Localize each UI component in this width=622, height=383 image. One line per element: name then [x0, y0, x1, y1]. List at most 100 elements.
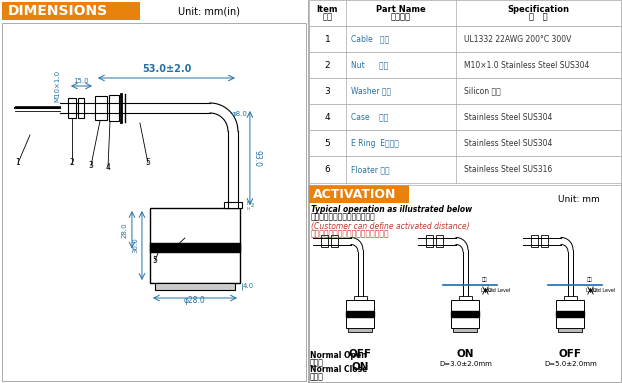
Text: Cable   电线: Cable 电线: [351, 34, 389, 44]
Text: 6: 6: [325, 165, 330, 174]
Text: 项目: 项目: [322, 13, 332, 21]
Text: 5: 5: [152, 256, 157, 265]
Text: Unit: mm: Unit: mm: [558, 195, 600, 203]
Text: Stainless Steel SUS304: Stainless Steel SUS304: [464, 139, 552, 147]
Bar: [348, 328, 373, 332]
Text: ON: ON: [351, 362, 369, 372]
Text: 3: 3: [88, 161, 93, 170]
Text: D=3.0±2.0mm: D=3.0±2.0mm: [439, 361, 492, 367]
Bar: [309, 0, 621, 26]
Text: Nut      螺母: Nut 螺母: [351, 61, 388, 69]
Text: ACTIVATION: ACTIVATION: [313, 188, 396, 200]
Text: Liquid Level: Liquid Level: [587, 288, 616, 293]
Text: Item: Item: [317, 5, 338, 15]
Text: 液面: 液面: [481, 277, 487, 282]
Bar: [95, 96, 107, 120]
Text: 53.0±2.0: 53.0±2.0: [142, 64, 191, 74]
Text: OFF: OFF: [559, 349, 582, 359]
Text: Liquid Level: Liquid Level: [481, 288, 511, 293]
Text: 4: 4: [106, 163, 110, 172]
Text: Part Name: Part Name: [376, 5, 426, 15]
Bar: [309, 156, 621, 183]
Text: 常开型: 常开型: [310, 358, 324, 368]
Bar: [531, 235, 538, 247]
Text: 4.0: 4.0: [243, 283, 254, 290]
Bar: [559, 328, 582, 332]
Bar: [109, 95, 119, 121]
Text: 6: 6: [170, 244, 175, 253]
Bar: [452, 300, 480, 328]
Bar: [68, 98, 76, 118]
Text: φ28.0: φ28.0: [184, 296, 206, 305]
Text: M10×1.0: M10×1.0: [54, 70, 60, 102]
Text: 2: 2: [325, 61, 330, 69]
Bar: [453, 328, 478, 332]
Bar: [309, 185, 409, 203]
Text: Normal Close: Normal Close: [310, 365, 367, 373]
Text: UL1332 22AWG 200°C 300V: UL1332 22AWG 200°C 300V: [464, 34, 572, 44]
Text: （可以根据客户的要求定制动作距离）: （可以根据客户的要求定制动作距离）: [311, 229, 389, 239]
Text: 标准产品的动作距离如下图所示: 标准产品的动作距离如下图所示: [311, 213, 376, 221]
Text: DIMENSIONS: DIMENSIONS: [8, 4, 108, 18]
Text: Specification: Specification: [508, 5, 570, 15]
Bar: [426, 235, 433, 247]
Text: Stainless Steel SUS304: Stainless Steel SUS304: [464, 113, 552, 121]
Bar: [346, 300, 374, 328]
Text: 4: 4: [325, 113, 330, 121]
Text: ON: ON: [457, 349, 474, 359]
Bar: [436, 235, 443, 247]
Bar: [78, 98, 84, 118]
Text: Unit: mm(in): Unit: mm(in): [178, 6, 240, 16]
Text: 2: 2: [70, 158, 75, 167]
Text: 28.0: 28.0: [122, 222, 128, 237]
Text: D=5.0±2.0mm: D=5.0±2.0mm: [544, 361, 597, 367]
Bar: [354, 296, 367, 300]
Text: 15.0: 15.0: [73, 78, 90, 84]
Text: Floater 浮球: Floater 浮球: [351, 165, 389, 174]
Bar: [309, 26, 621, 52]
Bar: [459, 296, 472, 300]
Text: 液面: 液面: [587, 277, 592, 282]
Text: 1: 1: [16, 158, 21, 167]
Bar: [309, 52, 621, 78]
Bar: [321, 235, 328, 247]
Text: 2: 2: [251, 203, 254, 208]
Bar: [150, 208, 240, 283]
Bar: [541, 235, 548, 247]
Bar: [452, 311, 480, 317]
Text: D: D: [488, 288, 492, 293]
Text: D: D: [593, 288, 596, 293]
Text: 部品名称: 部品名称: [391, 13, 411, 21]
Bar: [557, 300, 585, 328]
Bar: [309, 0, 621, 26]
Text: 规   格: 规 格: [529, 13, 548, 21]
Text: Typical operation as illustrated below: Typical operation as illustrated below: [311, 205, 472, 213]
Bar: [564, 296, 577, 300]
Text: 5: 5: [146, 158, 151, 167]
Text: Case    外壳: Case 外壳: [351, 113, 388, 121]
Bar: [309, 104, 621, 130]
Bar: [557, 311, 585, 317]
Text: 5: 5: [325, 139, 330, 147]
Text: Washer 垫圈: Washer 垫圈: [351, 87, 391, 95]
Bar: [155, 283, 235, 290]
Text: 1: 1: [325, 34, 330, 44]
Text: 36.0: 36.0: [132, 237, 138, 254]
Bar: [224, 202, 242, 208]
Bar: [331, 235, 338, 247]
Text: E Ring  E形卡环: E Ring E形卡环: [351, 139, 399, 147]
Text: 常闭型: 常闭型: [310, 373, 324, 381]
Text: OFF: OFF: [349, 349, 372, 359]
Text: Stainless Steel SUS316: Stainless Steel SUS316: [464, 165, 552, 174]
Bar: [346, 311, 374, 317]
Text: Normal Open: Normal Open: [310, 350, 366, 360]
Text: M10×1.0 Stainless Steel SUS304: M10×1.0 Stainless Steel SUS304: [464, 61, 589, 69]
Text: (Customer can define activated distance): (Customer can define activated distance): [311, 221, 470, 231]
Text: 93.0: 93.0: [253, 149, 262, 167]
Text: φ8.0: φ8.0: [232, 111, 248, 117]
Text: H: H: [247, 201, 251, 206]
Bar: [150, 242, 240, 252]
Bar: [309, 130, 621, 156]
Bar: [2, 2, 140, 20]
Bar: [309, 78, 621, 104]
